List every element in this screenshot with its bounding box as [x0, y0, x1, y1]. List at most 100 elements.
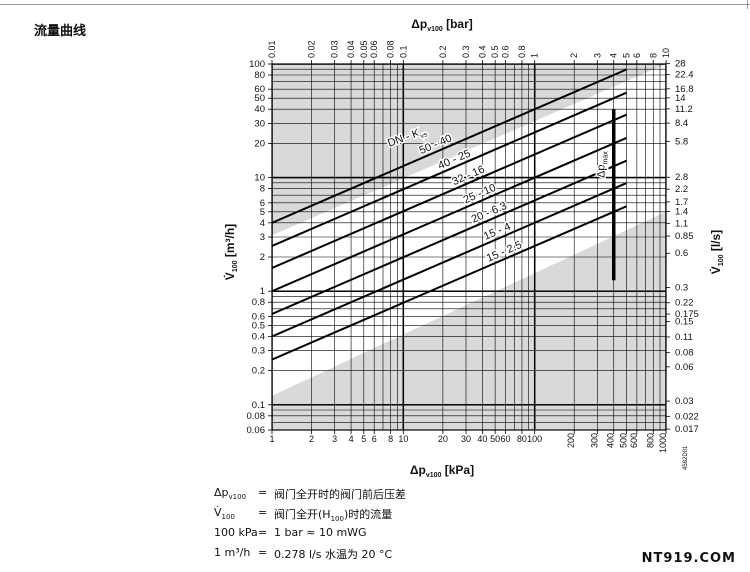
right-tick-label: 0.15 [675, 317, 694, 328]
left-tick-label: 0.3 [252, 346, 265, 357]
legend-equals: = [258, 506, 268, 519]
bottom-tick-label: 500 [618, 433, 628, 448]
top-tick-label: 8 [648, 53, 658, 58]
bottom-tick-label: 100 [527, 434, 542, 444]
right-tick-label: 0.03 [675, 396, 694, 407]
left-tick-label: 80 [254, 70, 265, 81]
bottom-tick-label: 3 [332, 434, 337, 444]
bottom-tick-label: 4 [349, 434, 354, 444]
top-tick-label: 0.6 [501, 45, 511, 58]
left-tick-label: 60 [254, 84, 265, 95]
top-tick-label: 10 [661, 48, 671, 58]
legend-equals: = [258, 526, 268, 539]
bottom-tick-label: 80 [517, 434, 527, 444]
right-tick-label: 0.22 [675, 298, 694, 309]
top-tick-label: 0.03 [330, 40, 340, 58]
left-tick-label: 10 [254, 173, 265, 184]
left-tick-label: 30 [254, 118, 265, 129]
top-tick-label: 0.2 [438, 45, 448, 58]
bottom-tick-label: 40 [477, 434, 487, 444]
series-line [272, 205, 627, 361]
left-tick-label: 1 [260, 286, 265, 297]
right-tick-label: 11.2 [675, 104, 693, 115]
bottom-tick-label: 800 [645, 433, 655, 448]
left-tick-label: 50 [254, 93, 265, 104]
right-tick-label: 14 [675, 93, 686, 104]
series-line [272, 91, 627, 247]
top-tick-label: 4 [609, 53, 619, 58]
left-axis-title: V̇100 [m³/h] [222, 224, 239, 280]
left-tick-label: 2 [260, 252, 265, 263]
left-tick-label: 0.08 [247, 411, 266, 422]
flow-chart: 1 2 3 4 5 6 8 10 20 30 40 50 60 80 100 200 300 400 500 600 8… [222, 17, 725, 479]
top-tick-label: 0.06 [369, 40, 379, 58]
right-tick-label: 1.7 [675, 197, 688, 208]
bottom-tick-label: 600 [629, 433, 639, 448]
right-tick-label: 1.1 [675, 218, 688, 229]
left-tick-label: 0.6 [252, 311, 265, 322]
bottom-tick-label: 2 [309, 434, 314, 444]
operating-band [272, 64, 666, 396]
bottom-tick-label: 50 [490, 434, 500, 444]
bottom-tick-label: 5 [361, 434, 366, 444]
right-tick-label: 0.08 [675, 348, 694, 359]
right-tick-label: 0.06 [675, 362, 694, 373]
bottom-tick-label: 1000 [658, 433, 668, 453]
bottom-tick-label: 20 [438, 434, 448, 444]
bottom-tick-label: 30 [461, 434, 471, 444]
legend-text: 1 bar ≈ 10 mWG [274, 526, 367, 539]
grid [272, 64, 666, 430]
left-tick-label: 6 [260, 198, 265, 209]
left-tick-label: 3 [260, 232, 265, 243]
right-tick-label: 16.8 [675, 84, 694, 95]
bottom-tick-label: 10 [398, 434, 408, 444]
legend-equals: = [258, 486, 268, 499]
left-tick-label: 0.5 [252, 320, 265, 331]
left-tick-label: 100 [249, 59, 265, 70]
legend-text: 0.278 l/s 水温为 20 °C [274, 548, 393, 561]
top-tick-label: 0.5 [490, 45, 500, 58]
top-tick-label: 0.04 [346, 40, 356, 58]
left-tick-label: 8 [260, 184, 265, 195]
right-tick-label: 5.8 [675, 136, 688, 147]
series-line [272, 136, 627, 293]
top-tick-label: 6 [632, 53, 642, 58]
figure-code: 4582D01 [683, 445, 689, 470]
legend-text: 阀门全开(H100)时的流量 [274, 508, 393, 524]
top-tick-label: 3 [592, 53, 602, 58]
bottom-axis-title: Δpv100 [kPa] [410, 463, 474, 479]
series-line [272, 113, 627, 269]
dp-max-label: Δpmax [596, 151, 610, 178]
right-tick-label: 0.017 [675, 424, 699, 435]
right-tick-label: 8.4 [675, 118, 688, 129]
left-tick-label: 40 [254, 104, 265, 115]
bottom-tick-label: 400 [606, 433, 616, 448]
right-tick-label: 0.85 [675, 231, 694, 242]
top-tick-label: 0.08 [386, 40, 396, 58]
top-tick-label: 0.1 [398, 45, 408, 58]
legend-notes: Δpv100 = 阀门全开时的阀门前后压差 V̇100 = 阀门全开(H100)时的流量 1… [214, 486, 534, 570]
bottom-tick-label: 200 [566, 433, 576, 448]
top-rule-mark [747, 0, 748, 9]
legend-symbol: V̇100 [214, 506, 235, 522]
top-tick-label: 5 [621, 53, 631, 58]
right-tick-label: 0.3 [675, 282, 688, 293]
legend-symbol: 1 m³/h [214, 546, 251, 559]
series-lines [272, 68, 627, 361]
right-tick-label: 0.6 [675, 248, 688, 259]
plot-frame [271, 63, 667, 431]
top-axis-title: Δpv100 [bar] [411, 17, 473, 33]
bottom-tick-label: 60 [501, 434, 511, 444]
page-title: 流量曲线 [34, 24, 87, 39]
top-rule [0, 4, 750, 5]
right-tick-label: 22.4 [675, 70, 694, 81]
right-tick-label: 0.11 [675, 332, 693, 343]
right-tick-label: 0.175 [675, 309, 699, 320]
right-tick-label: 2.2 [675, 184, 688, 195]
bottom-tick-label: 8 [388, 434, 393, 444]
bottom-tick-label: 300 [589, 433, 599, 448]
left-tick-label: 0.06 [247, 425, 266, 436]
left-tick-label: 20 [254, 138, 265, 149]
legend-equals: = [258, 546, 268, 559]
legend-symbol: Δpv100 [214, 486, 247, 502]
